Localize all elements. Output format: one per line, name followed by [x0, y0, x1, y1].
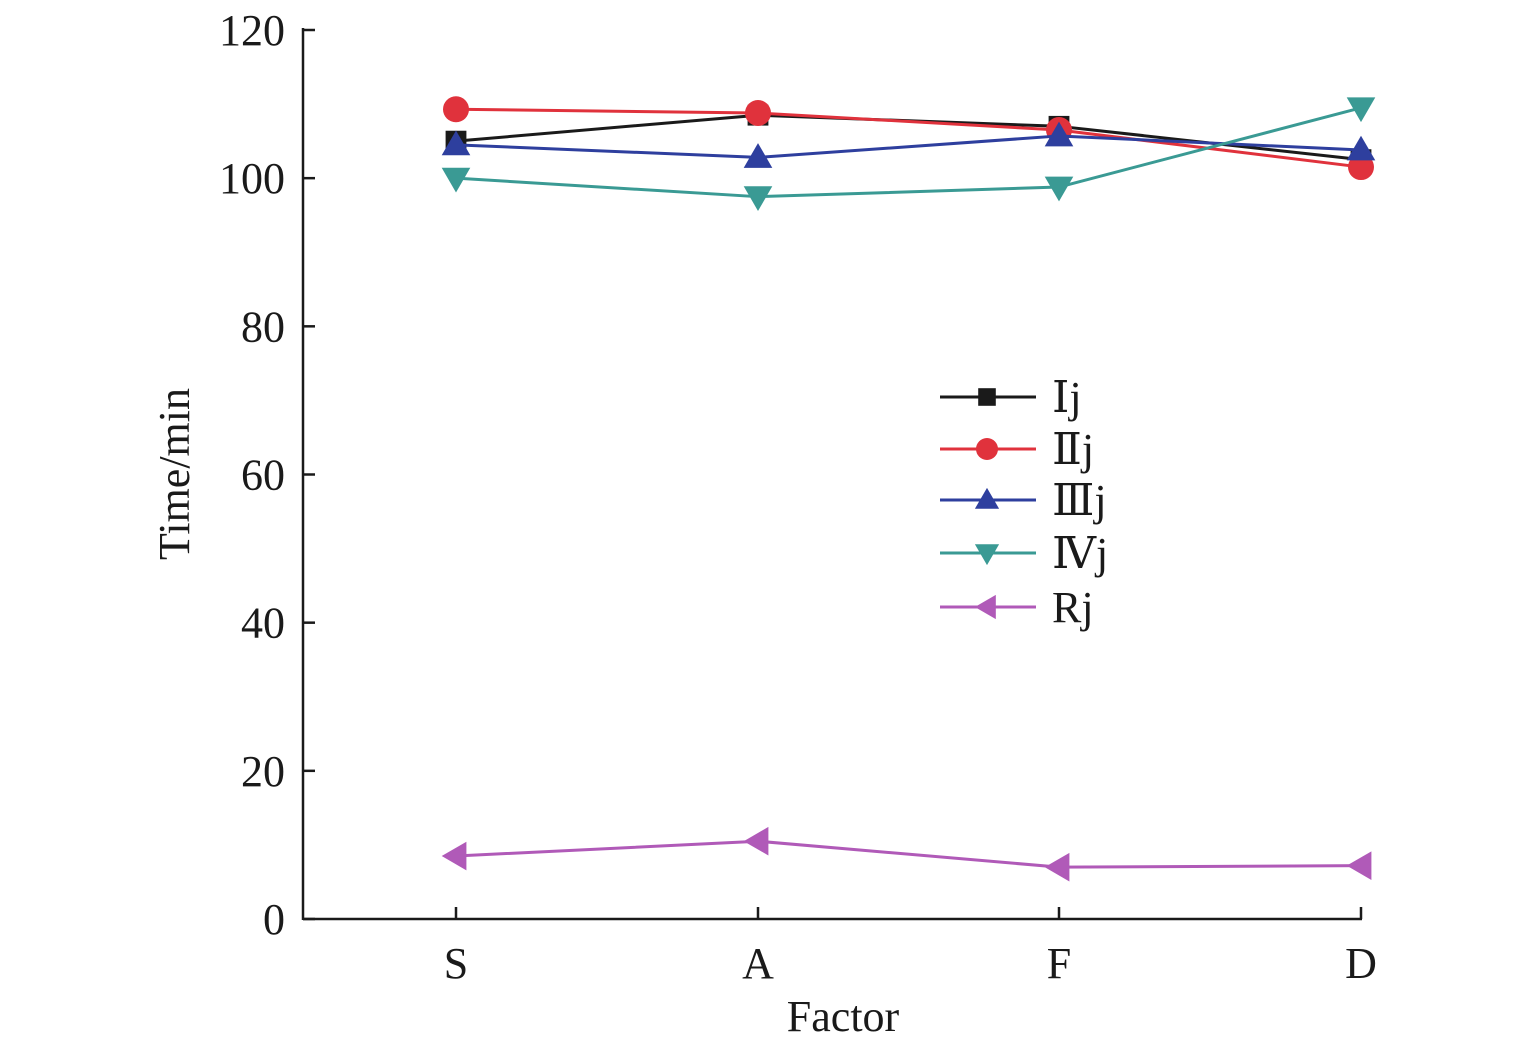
- data-point: [1348, 154, 1374, 181]
- data-point: [443, 96, 469, 123]
- data-point: [1044, 176, 1074, 202]
- data-point: [745, 99, 771, 126]
- legend-item: Ⅱj: [940, 425, 1094, 474]
- data-point: [441, 130, 471, 156]
- y-tick-label: 100: [219, 154, 285, 203]
- y-tick-label: 60: [241, 451, 285, 500]
- y-tick-label: 120: [219, 6, 285, 55]
- x-tick-label: F: [1047, 939, 1071, 988]
- data-point: [1044, 852, 1070, 882]
- y-tick-label: 0: [263, 895, 285, 944]
- data-point: [1044, 121, 1074, 147]
- y-tick-label: 20: [241, 747, 285, 796]
- series-4: [441, 97, 1376, 211]
- series-line: [455, 134, 1362, 159]
- legend-marker: [974, 544, 1000, 566]
- legend-marker: [978, 388, 996, 406]
- series-1: [445, 104, 1372, 171]
- legend-item: Ⅳj: [940, 529, 1108, 578]
- legend-label: Ⅲj: [1052, 476, 1107, 525]
- axes: [301, 28, 1362, 921]
- legend-label: Ⅱj: [1052, 425, 1094, 474]
- y-axis-title: Time/min: [150, 388, 199, 560]
- legend-label: Ⅳj: [1052, 529, 1108, 578]
- legend-item: Rj: [940, 583, 1094, 632]
- series-3: [441, 121, 1376, 168]
- legend-marker: [974, 487, 1000, 509]
- legend-item: Ⅰj: [940, 373, 1082, 422]
- x-tick-label: A: [742, 939, 774, 988]
- series-line: [455, 839, 1362, 869]
- legend-item: Ⅲj: [940, 476, 1107, 525]
- data-point: [441, 841, 467, 871]
- legend-label: Ⅰj: [1052, 373, 1082, 422]
- y-tick-label: 80: [241, 302, 285, 351]
- x-tick-label: D: [1345, 939, 1377, 988]
- y-tick-label: 40: [241, 599, 285, 648]
- series-group: [441, 96, 1376, 882]
- series-2: [443, 96, 1374, 181]
- data-point: [743, 143, 773, 168]
- x-tick-label: S: [444, 939, 468, 988]
- data-point: [743, 826, 769, 856]
- legend-marker: [974, 594, 996, 620]
- series-line: [455, 107, 1362, 169]
- series-5: [441, 826, 1372, 882]
- data-point: [441, 167, 471, 193]
- y-ticks: 0 20 40 60 80 100 120: [219, 6, 315, 944]
- data-point: [1346, 97, 1376, 123]
- legend-marker: [976, 438, 998, 460]
- data-point: [1346, 851, 1372, 880]
- legend-label: Rj: [1052, 583, 1094, 632]
- series-line: [455, 106, 1362, 199]
- data-point: [743, 186, 773, 211]
- data-point: [1346, 135, 1376, 161]
- x-axis-title: Factor: [787, 992, 900, 1041]
